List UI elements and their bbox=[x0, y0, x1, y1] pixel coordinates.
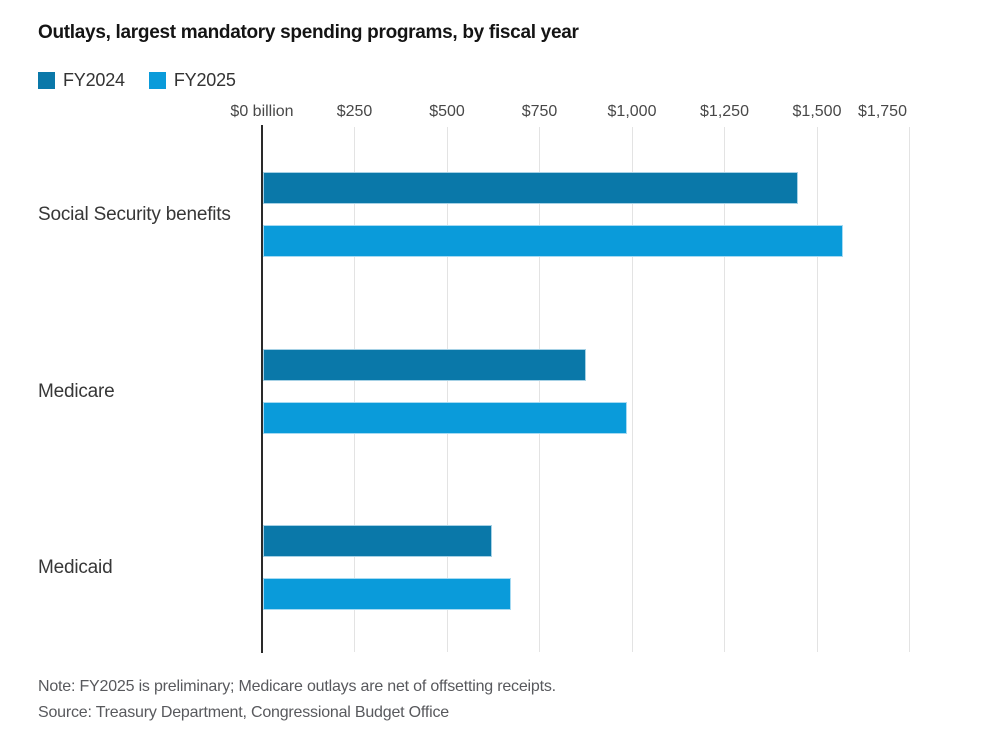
bar-fy2024-medicare bbox=[263, 349, 586, 381]
category-label-medicaid: Medicaid bbox=[38, 557, 113, 578]
legend-label-fy2025: FY2025 bbox=[173, 70, 236, 90]
bar-fy2025-medicare bbox=[263, 402, 628, 434]
gridline-250 bbox=[354, 127, 355, 652]
legend-item-fy2025: FY2025 bbox=[148, 70, 236, 91]
category-label-medicare: Medicare bbox=[38, 381, 115, 402]
x-tick-1000: $1,000 bbox=[607, 103, 657, 120]
x-tick-1500: $1,500 bbox=[792, 103, 842, 120]
bar-fy2025-medicaid bbox=[263, 578, 511, 610]
gridline-1500 bbox=[816, 127, 818, 652]
chart-title: Outlays, largest mandatory spending prog… bbox=[38, 22, 579, 43]
y-axis-line bbox=[261, 125, 263, 653]
x-tick-250: $250 bbox=[336, 103, 373, 120]
chart-source: Source: Treasury Department, Congression… bbox=[38, 704, 449, 721]
gridline-500 bbox=[446, 127, 448, 652]
chart-note: Note: FY2025 is preliminary; Medicare ou… bbox=[38, 678, 556, 695]
x-tick-500: $500 bbox=[429, 103, 465, 120]
x-tick-1250: $1,250 bbox=[700, 103, 749, 120]
fy2025-swatch bbox=[148, 72, 166, 89]
gridline-1750 bbox=[909, 127, 910, 652]
gridline-1000 bbox=[631, 127, 633, 652]
legend-label-fy2024: FY2024 bbox=[63, 70, 125, 90]
bar-fy2024-medicaid bbox=[263, 525, 493, 557]
legend: FY2024 FY2025 bbox=[38, 70, 236, 91]
legend-item-fy2024: FY2024 bbox=[38, 70, 125, 91]
category-label-social-security-benefits: Social Security benefits bbox=[38, 204, 231, 225]
x-tick-1750: $1,750 bbox=[858, 103, 907, 120]
x-tick-0: $0 billion bbox=[230, 103, 294, 120]
bar-fy2024-social-security-benefits bbox=[263, 172, 799, 204]
fy2024-swatch bbox=[38, 72, 55, 89]
x-tick-750: $750 bbox=[521, 103, 558, 120]
gridline-750 bbox=[539, 127, 540, 652]
gridline-1250 bbox=[724, 127, 725, 652]
bar-fy2025-social-security-benefits bbox=[263, 225, 843, 257]
